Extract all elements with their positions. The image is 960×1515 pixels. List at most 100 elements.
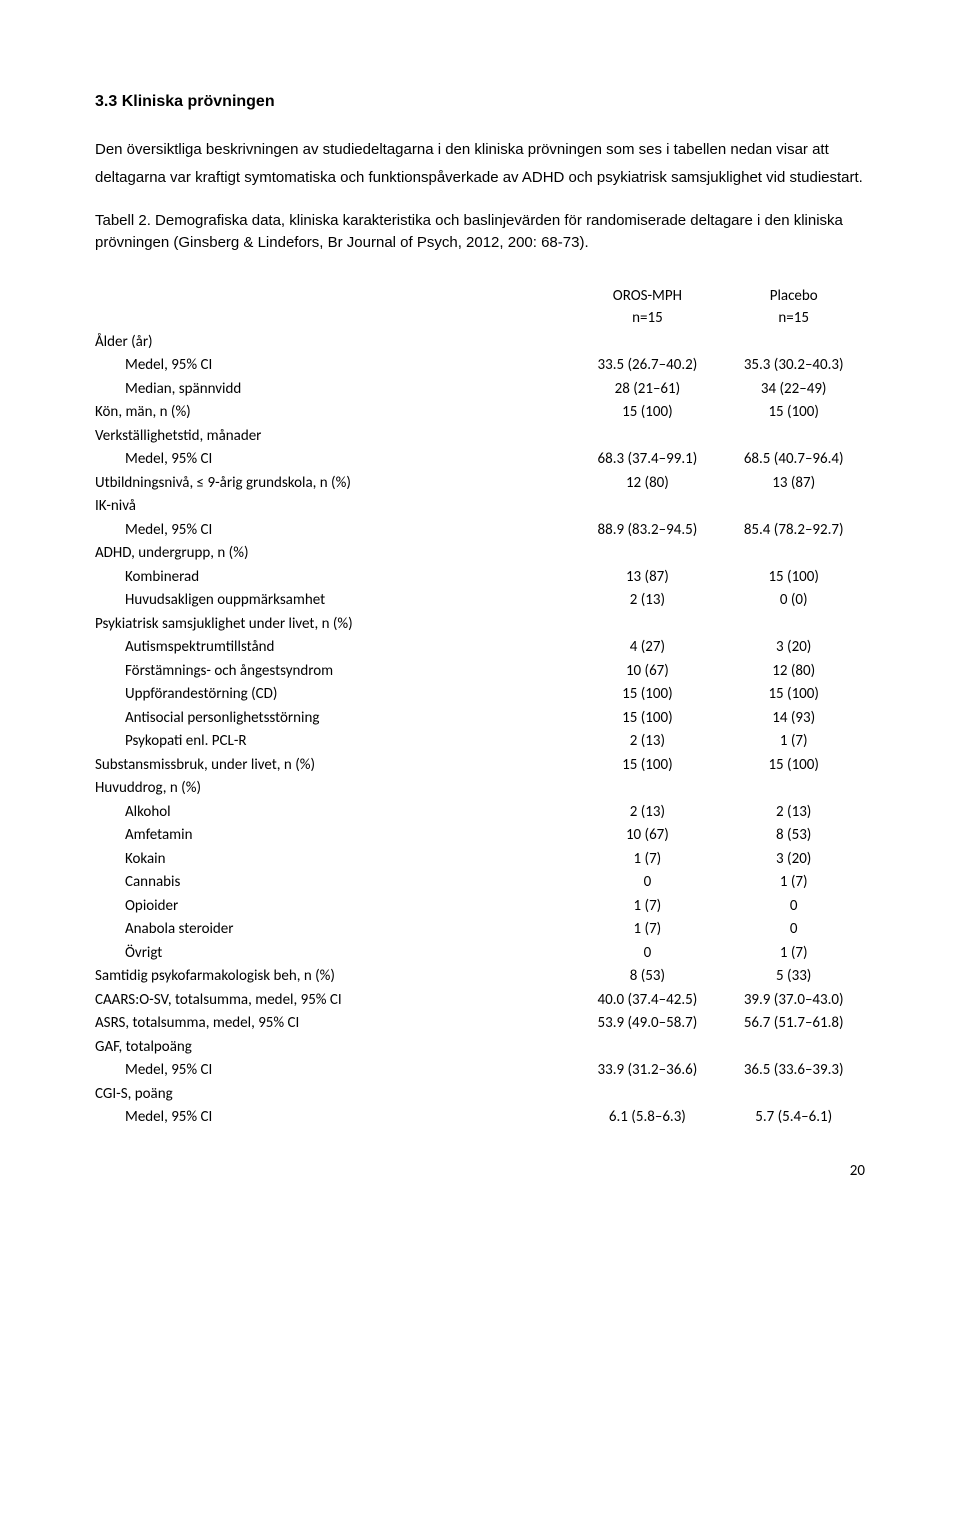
row-value-a: 40.0 (37.4–42.5) [572, 989, 726, 1013]
intro-paragraph: Den översiktliga beskrivningen av studie… [95, 136, 865, 192]
row-value-a: 10 (67) [572, 824, 726, 848]
row-value-a: 10 (67) [572, 660, 726, 684]
col-b-n: n=15 [778, 309, 809, 327]
row-value-a: 88.9 (83.2–94.5) [572, 519, 726, 543]
table-row: Amfetamin10 (67)8 (53) [95, 824, 865, 848]
table-row: Cannabis01 (7) [95, 871, 865, 895]
row-value-b: 0 [726, 918, 865, 942]
table-row: CGI-S, poäng [95, 1083, 865, 1107]
table-row: Övrigt01 (7) [95, 942, 865, 966]
row-label: Substansmissbruk, under livet, n (%) [95, 754, 572, 778]
row-value-b: 15 (100) [726, 401, 865, 425]
row-value-a: 33.9 (31.2–36.6) [572, 1059, 726, 1083]
row-label: Amfetamin [95, 824, 572, 848]
table-row: Autismspektrumtillstånd4 (27)3 (20) [95, 636, 865, 660]
row-value-b: 8 (53) [726, 824, 865, 848]
demographics-table: OROS-MPH n=15 Placebo n=15 Ålder (år)Med… [95, 285, 865, 1130]
row-value-a: 13 (87) [572, 566, 726, 590]
row-label: Utbildningsnivå, ≤ 9-årig grundskola, n … [95, 472, 572, 496]
row-value-b [726, 542, 865, 566]
table-row: Ålder (år) [95, 331, 865, 355]
row-value-b [726, 331, 865, 355]
row-value-b: 12 (80) [726, 660, 865, 684]
row-value-a: 15 (100) [572, 754, 726, 778]
row-value-b [726, 1036, 865, 1060]
row-value-a: 2 (13) [572, 801, 726, 825]
row-label: Kön, män, n (%) [95, 401, 572, 425]
table-header-row: OROS-MPH n=15 Placebo n=15 [95, 285, 865, 331]
row-value-b: 68.5 (40.7–96.4) [726, 448, 865, 472]
table-row: Alkohol2 (13)2 (13) [95, 801, 865, 825]
row-value-a: 28 (21–61) [572, 378, 726, 402]
col-a-title: OROS-MPH [613, 287, 682, 305]
row-value-b: 15 (100) [726, 754, 865, 778]
row-value-a: 0 [572, 871, 726, 895]
table-caption: Tabell 2. Demografiska data, kliniska ka… [95, 210, 865, 255]
table-row: Psykopati enl. PCL-R2 (13)1 (7) [95, 730, 865, 754]
row-value-a: 2 (13) [572, 589, 726, 613]
row-label: Kokain [95, 848, 572, 872]
col-b-title: Placebo [770, 287, 818, 305]
table-row: Psykiatrisk samsjuklighet under livet, n… [95, 613, 865, 637]
table-row: Medel, 95% CI33.5 (26.7–40.2)35.3 (30.2–… [95, 354, 865, 378]
row-label: GAF, totalpoäng [95, 1036, 572, 1060]
row-value-b: 36.5 (33.6–39.3) [726, 1059, 865, 1083]
row-label: Medel, 95% CI [95, 448, 572, 472]
row-value-b: 35.3 (30.2–40.3) [726, 354, 865, 378]
row-label: Medel, 95% CI [95, 519, 572, 543]
table-row: IK-nivå [95, 495, 865, 519]
row-value-a: 1 (7) [572, 848, 726, 872]
row-label: Antisocial personlighetsstörning [95, 707, 572, 731]
row-value-b [726, 1083, 865, 1107]
row-label: IK-nivå [95, 495, 572, 519]
table-row: Medel, 95% CI6.1 (5.8–6.3)5.7 (5.4–6.1) [95, 1106, 865, 1130]
row-value-b [726, 425, 865, 449]
table-row: Uppförandestörning (CD)15 (100)15 (100) [95, 683, 865, 707]
table-row: Medel, 95% CI88.9 (83.2–94.5)85.4 (78.2–… [95, 519, 865, 543]
table-row: Verkställighetstid, månader [95, 425, 865, 449]
row-label: Huvuddrog, n (%) [95, 777, 572, 801]
row-value-b: 5 (33) [726, 965, 865, 989]
row-label: Cannabis [95, 871, 572, 895]
table-row: Kokain1 (7)3 (20) [95, 848, 865, 872]
table-row: Substansmissbruk, under livet, n (%)15 (… [95, 754, 865, 778]
table-row: Medel, 95% CI33.9 (31.2–36.6)36.5 (33.6–… [95, 1059, 865, 1083]
row-label: Opioider [95, 895, 572, 919]
table-row: Opioider1 (7)0 [95, 895, 865, 919]
table-row: Förstämnings- och ångestsyndrom10 (67)12… [95, 660, 865, 684]
row-label: Median, spännvidd [95, 378, 572, 402]
row-label: Autismspektrumtillstånd [95, 636, 572, 660]
row-value-b: 34 (22–49) [726, 378, 865, 402]
row-value-b: 1 (7) [726, 871, 865, 895]
column-header-b: Placebo n=15 [726, 285, 865, 331]
row-label: Övrigt [95, 942, 572, 966]
row-value-a [572, 542, 726, 566]
row-value-b: 0 [726, 895, 865, 919]
table-row: Utbildningsnivå, ≤ 9-årig grundskola, n … [95, 472, 865, 496]
col-a-n: n=15 [632, 309, 663, 327]
row-label: Psykopati enl. PCL-R [95, 730, 572, 754]
row-value-a: 1 (7) [572, 918, 726, 942]
row-value-a [572, 495, 726, 519]
row-value-b: 15 (100) [726, 566, 865, 590]
table-row: Anabola steroider1 (7)0 [95, 918, 865, 942]
row-value-a: 68.3 (37.4–99.1) [572, 448, 726, 472]
row-value-a: 1 (7) [572, 895, 726, 919]
row-label: Uppförandestörning (CD) [95, 683, 572, 707]
table-row: Antisocial personlighetsstörning15 (100)… [95, 707, 865, 731]
row-value-b: 14 (93) [726, 707, 865, 731]
table-row: ADHD, undergrupp, n (%) [95, 542, 865, 566]
row-value-a [572, 1083, 726, 1107]
row-value-a: 12 (80) [572, 472, 726, 496]
row-label: Ålder (år) [95, 331, 572, 355]
row-value-b: 5.7 (5.4–6.1) [726, 1106, 865, 1130]
table-row: GAF, totalpoäng [95, 1036, 865, 1060]
row-value-a: 15 (100) [572, 401, 726, 425]
row-label: Medel, 95% CI [95, 354, 572, 378]
row-value-b: 1 (7) [726, 942, 865, 966]
table-row: Kombinerad13 (87)15 (100) [95, 566, 865, 590]
table-row: ASRS, totalsumma, medel, 95% CI53.9 (49.… [95, 1012, 865, 1036]
row-label: CAARS:O-SV, totalsumma, medel, 95% CI [95, 989, 572, 1013]
row-label: Förstämnings- och ångestsyndrom [95, 660, 572, 684]
row-value-b: 39.9 (37.0–43.0) [726, 989, 865, 1013]
